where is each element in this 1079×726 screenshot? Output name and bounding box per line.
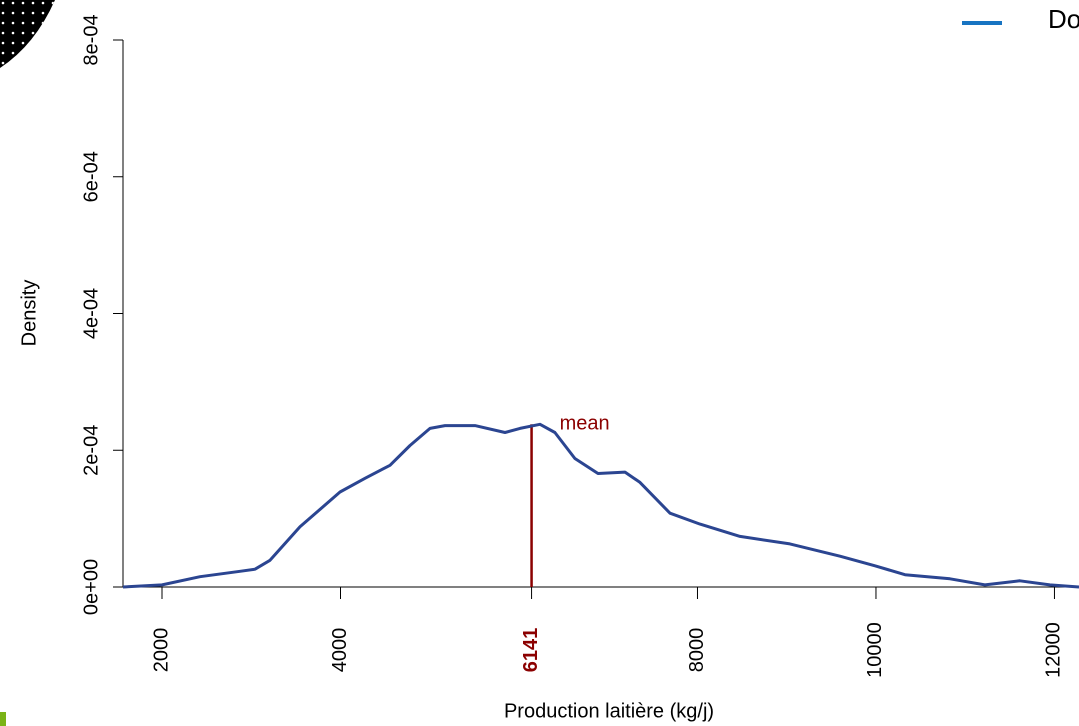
legend-label: Do bbox=[1048, 4, 1079, 34]
x-axis-label: Production laitière (kg/j) bbox=[504, 700, 714, 722]
y-tick-label: 8e-04 bbox=[80, 14, 102, 65]
y-axis-label: Density bbox=[18, 280, 40, 347]
x-tick-label: 2000 bbox=[150, 628, 172, 673]
decoration bbox=[0, 0, 55, 68]
decoration bbox=[0, 712, 6, 726]
y-tick-label: 4e-04 bbox=[80, 288, 102, 339]
x-tick-label: 8000 bbox=[686, 628, 708, 673]
mean-label: mean bbox=[560, 413, 610, 435]
x-tick-label: 4000 bbox=[329, 628, 351, 673]
density-line bbox=[123, 424, 1079, 587]
x-tick-label: 12000 bbox=[1043, 622, 1065, 678]
y-tick-label: 6e-04 bbox=[80, 151, 102, 202]
y-tick-label: 2e-04 bbox=[80, 425, 102, 476]
page: {"chart_data": {"type": "line", "x_label… bbox=[0, 0, 1079, 726]
mean-tick-label: 6141 bbox=[520, 628, 542, 673]
x-tick-label: 10000 bbox=[864, 622, 886, 678]
chart: Density Production laitière (kg/j) 0e+00… bbox=[0, 0, 1079, 726]
y-tick-label: 0e+00 bbox=[80, 559, 102, 615]
